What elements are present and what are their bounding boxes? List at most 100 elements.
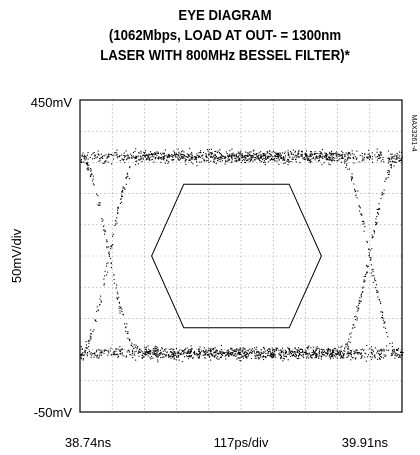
trace-sample-point [379,208,381,210]
trace-sample-point [117,209,119,211]
trace-sample-point [379,154,381,156]
trace-sample-point [99,298,101,300]
trace-sample-point [284,152,286,154]
trace-sample-point [344,347,346,349]
trace-sample-point [211,355,213,357]
trace-sample-point [341,161,343,163]
trace-sample-point [178,151,180,153]
trace-sample-point [161,352,163,354]
trace-sample-point [296,155,298,157]
trace-sample-point [397,347,399,349]
trace-sample-point [320,156,322,158]
trace-sample-point [370,264,372,266]
trace-sample-point [170,357,172,359]
trace-sample-point [221,351,223,353]
trace-sample-point [208,154,210,156]
trace-sample-point [87,169,89,171]
trace-sample-point [300,348,302,350]
trace-sample-point [359,303,361,305]
trace-sample-point [244,162,246,164]
trace-sample-point [263,155,265,157]
trace-sample-point [234,157,236,159]
trace-sample-point [125,150,127,152]
trace-sample-point [159,354,161,356]
trace-sample-point [189,147,191,149]
trace-sample-point [138,351,140,353]
trace-sample-point [127,331,129,333]
trace-sample-point [256,152,258,154]
trace-sample-point [203,351,205,353]
trace-sample-point [325,154,327,156]
trace-sample-point [281,157,283,159]
x-left-label: 38.74ns [65,435,112,450]
trace-sample-point [90,169,92,171]
trace-sample-point [378,213,380,215]
trace-sample-point [292,158,294,160]
trace-sample-point [307,159,309,161]
trace-sample-point [171,352,173,354]
trace-sample-point [291,152,293,154]
trace-sample-point [347,158,349,160]
trace-sample-point [128,338,130,340]
trace-sample-point [170,155,172,157]
trace-sample-point [355,315,357,317]
trace-sample-point [263,161,265,163]
trace-sample-point [358,302,360,304]
trace-sample-point [364,153,366,155]
trace-sample-point [353,350,355,352]
trace-sample-point [90,168,92,170]
trace-sample-point [149,350,151,352]
trace-sample-point [168,154,170,156]
trace-sample-point [245,160,247,162]
trace-sample-point [295,159,297,161]
trace-sample-point [208,158,210,160]
trace-sample-point [269,159,271,161]
trace-sample-point [122,158,124,160]
trace-sample-point [382,350,384,352]
trace-sample-point [231,158,233,160]
trace-sample-point [224,355,226,357]
trace-sample-point [320,355,322,357]
trace-sample-point [169,355,171,357]
trace-sample-point [380,355,382,357]
trace-sample-point [234,353,236,355]
trace-sample-point [120,349,122,351]
trace-sample-point [390,166,392,168]
trace-sample-point [241,350,243,352]
trace-sample-point [210,353,212,355]
trace-sample-point [117,206,119,208]
trace-sample-point [85,344,87,346]
trace-sample-point [358,161,360,163]
trace-sample-point [85,156,87,158]
trace-sample-point [198,348,200,350]
trace-sample-point [123,155,125,157]
trace-sample-point [184,352,186,354]
trace-sample-point [189,352,191,354]
trace-sample-point [372,236,374,238]
trace-sample-point [142,157,144,159]
trace-sample-point [121,354,123,356]
trace-sample-point [287,150,289,152]
trace-sample-point [155,350,157,352]
trace-sample-point [97,153,99,155]
trace-sample-point [332,352,334,354]
trace-sample-point [399,356,401,358]
trace-sample-point [336,151,338,153]
trace-sample-point [204,352,206,354]
trace-sample-point [379,349,381,351]
trace-sample-point [243,353,245,355]
trace-sample-point [96,357,98,359]
trace-sample-point [267,157,269,159]
trace-sample-point [107,157,109,159]
trace-sample-point [379,353,381,355]
trace-sample-point [287,153,289,155]
trace-sample-point [93,158,95,160]
trace-sample-point [374,287,376,289]
trace-sample-point [331,152,333,154]
trace-sample-point [242,156,244,158]
trace-sample-point [154,157,156,159]
trace-sample-point [154,354,156,356]
trace-sample-point [392,157,394,159]
trace-sample-point [213,355,215,357]
trace-sample-point [331,153,333,155]
